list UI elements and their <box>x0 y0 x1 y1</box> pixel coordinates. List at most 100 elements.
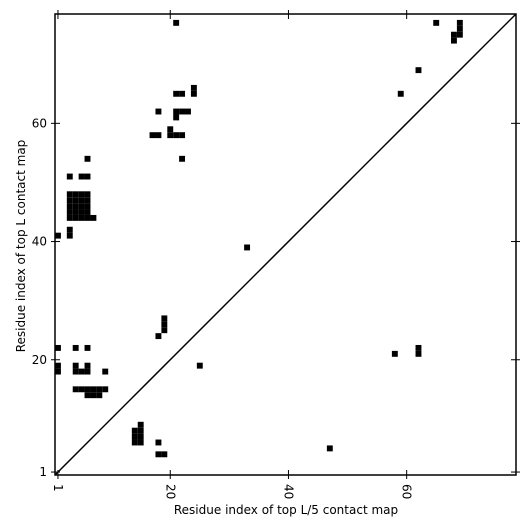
contact-cell <box>137 433 144 440</box>
contact-cell <box>167 132 174 139</box>
y-tick-label: 60 <box>32 116 47 130</box>
contact-cell <box>78 191 85 198</box>
contact-cell <box>84 209 91 215</box>
contact-cell <box>131 427 138 434</box>
contact-cell <box>456 25 463 32</box>
contact-cell <box>84 362 91 369</box>
contact-cell <box>55 368 61 375</box>
contact-cell <box>155 439 162 446</box>
contact-cell <box>137 421 144 428</box>
contact-cell <box>84 344 91 351</box>
contact-cell <box>173 132 180 139</box>
contact-cell <box>55 232 61 239</box>
contact-cell <box>179 132 186 139</box>
contact-cell <box>155 132 162 139</box>
contact-cell <box>161 327 168 334</box>
x-tick-label: 1 <box>51 484 65 492</box>
x-axis-label: Residue index of top L/5 contact map <box>174 503 398 517</box>
contact-cell <box>78 197 85 204</box>
contact-cell <box>161 321 168 328</box>
contact-cell <box>397 90 404 97</box>
y-tick-label: 40 <box>32 235 47 249</box>
contact-cell <box>72 368 79 375</box>
contact-cell <box>161 451 168 458</box>
contact-cell <box>190 84 197 91</box>
contact-cell <box>72 362 79 369</box>
contact-cell <box>456 19 463 26</box>
contact-cell <box>66 191 73 198</box>
contact-cell <box>84 155 91 162</box>
contact-cell <box>185 108 191 115</box>
contact-cell <box>450 31 457 38</box>
x-tick-label: 40 <box>281 484 295 499</box>
contact-cell <box>84 203 91 210</box>
contact-cell <box>179 90 186 97</box>
contact-cell <box>66 226 73 233</box>
contact-cell <box>456 31 463 38</box>
contact-cell <box>66 203 73 210</box>
contact-cell <box>78 368 85 375</box>
contact-cell <box>90 386 97 393</box>
contact-cell <box>161 315 168 322</box>
contact-cell <box>137 439 144 446</box>
contact-cell <box>102 386 109 393</box>
contact-cell <box>72 191 79 198</box>
contact-cell <box>84 191 91 198</box>
contact-cell <box>131 439 138 446</box>
contact-cell <box>78 386 85 393</box>
contact-cell <box>155 333 162 340</box>
contact-cell <box>84 368 91 375</box>
contact-cell <box>102 368 109 375</box>
contact-cell <box>326 445 333 452</box>
contact-cell <box>78 173 85 180</box>
contact-cell <box>179 108 186 115</box>
contact-cell <box>84 214 91 221</box>
contact-cell <box>173 90 180 97</box>
contact-cell <box>415 344 422 351</box>
contact-cell <box>66 197 73 204</box>
contact-cell <box>149 132 156 139</box>
contact-cell <box>66 232 73 239</box>
contact-cell <box>66 209 73 215</box>
contact-cell <box>450 37 457 44</box>
contact-cell <box>78 214 85 221</box>
contact-cell <box>415 350 422 357</box>
contact-cell <box>433 19 440 26</box>
contact-cell <box>173 114 180 121</box>
contact-cell <box>167 126 174 133</box>
contact-cell <box>66 214 73 221</box>
y-tick-label: 20 <box>32 353 47 367</box>
contact-cell <box>155 108 162 115</box>
contact-cell <box>179 155 186 162</box>
contact-cell <box>72 203 79 210</box>
contact-cell <box>84 173 91 180</box>
contact-cell <box>78 203 85 210</box>
contact-cell <box>66 173 73 180</box>
contact-cell <box>78 209 85 215</box>
contact-cell <box>190 90 197 97</box>
contact-cell <box>55 362 61 369</box>
contact-cell <box>55 344 61 351</box>
plot-frame <box>54 13 517 476</box>
contact-cell <box>90 214 97 221</box>
contact-cell <box>173 108 180 115</box>
contact-cell <box>155 451 162 458</box>
contact-cell <box>96 392 103 399</box>
contact-cell <box>137 427 144 434</box>
x-tick-label: 20 <box>163 484 177 499</box>
contact-cell <box>173 19 180 26</box>
y-tick-label: 1 <box>39 465 47 479</box>
contact-cell <box>72 386 79 393</box>
y-axis-label: Residue index of top L contact map <box>14 140 28 353</box>
contact-cell <box>96 386 103 393</box>
contact-cell <box>84 197 91 204</box>
contact-cell <box>72 344 79 351</box>
contact-cell <box>391 350 398 357</box>
contact-cell <box>84 392 91 399</box>
contact-cell <box>244 244 251 251</box>
x-tick-label: 60 <box>400 484 414 499</box>
contact-cell <box>84 386 91 393</box>
contact-cell <box>415 67 422 74</box>
contact-cell <box>196 362 203 369</box>
